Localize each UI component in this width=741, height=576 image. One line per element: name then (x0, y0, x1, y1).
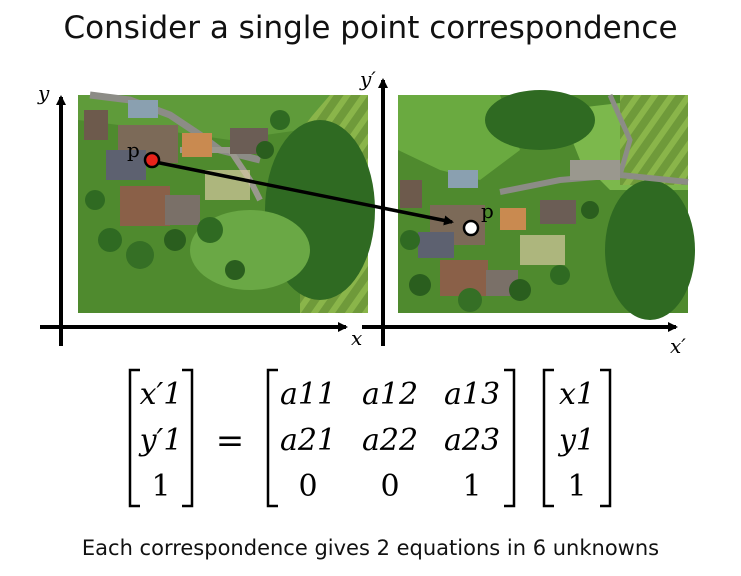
affine-equation: x′1 y′1 1 = a11 a12 a13 a21 a22 a23 0 0 … (128, 368, 612, 508)
left-point-label: p (127, 138, 140, 162)
matrix-entry: a22 (362, 423, 418, 458)
rhs-bracket-left (542, 368, 554, 508)
lhs-entry: 1 (151, 469, 170, 504)
right-point-label: p (481, 199, 494, 223)
matrix-entry: 1 (462, 469, 481, 504)
rhs-entry: x1 (559, 377, 595, 412)
rhs-entry: 1 (567, 469, 586, 504)
left-point-p (143, 151, 161, 169)
right-aerial-photo (398, 90, 695, 320)
right-x-axis-label: x′ (670, 334, 686, 358)
matrix-entry: 0 (298, 469, 317, 504)
lhs-entry: x′1 (140, 377, 183, 412)
lhs-bracket-right (182, 368, 194, 508)
slide-title: Consider a single point correspondence (63, 10, 678, 46)
lhs-entry: y′1 (138, 423, 183, 458)
matrix-entry: 0 (380, 469, 399, 504)
left-x-axis-label: x (351, 326, 362, 350)
affine-matrix: a11 a12 a13 a21 a22 a23 0 0 1 (280, 377, 500, 504)
correspondence-diagram: y x y′ x′ p p (37, 67, 695, 358)
matrix-entry: a21 (280, 423, 336, 458)
right-point-p (462, 219, 480, 237)
rhs-entry: y1 (557, 423, 595, 458)
left-y-axis-label: y (37, 81, 50, 105)
matrix-entry: a23 (444, 423, 500, 458)
matrix-bracket-left (266, 368, 278, 508)
matrix-entry: a11 (280, 377, 336, 412)
rhs-bracket-right (600, 368, 612, 508)
matrix-entry: a12 (362, 377, 418, 412)
matrix-entry: a13 (444, 377, 500, 412)
right-y-axis-label: y′ (359, 67, 376, 91)
lhs-bracket-left (128, 368, 140, 508)
left-aerial-photo (78, 91, 375, 313)
matrix-bracket-right (504, 368, 516, 508)
lhs-vector: x′1 y′1 1 (138, 377, 183, 504)
equals-sign: = (216, 421, 245, 461)
rhs-vector: x1 y1 1 (557, 377, 595, 504)
correspondence-arrow (154, 160, 454, 226)
slide-caption: Each correspondence gives 2 equations in… (81, 536, 660, 560)
